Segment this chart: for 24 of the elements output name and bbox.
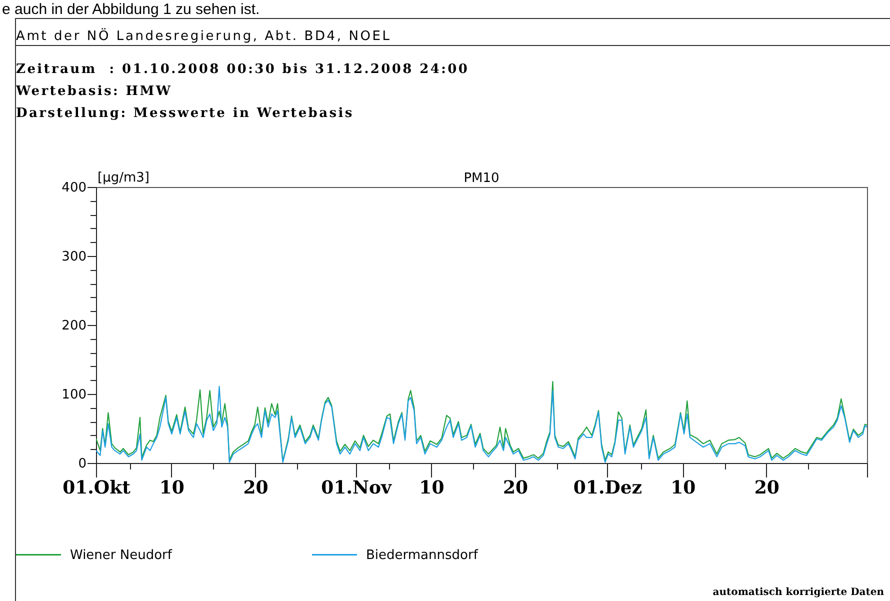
y-tick-label: 100 xyxy=(62,388,86,402)
legend-label: Wiener Neudorf xyxy=(70,548,172,563)
x-tick-label: 10 xyxy=(419,478,444,498)
x-tick-label: 10 xyxy=(670,478,696,498)
x-tick-label: 01.Okt xyxy=(62,478,132,498)
y-tick-label: 0 xyxy=(78,456,86,472)
y-tick-label: 400 xyxy=(62,180,86,196)
text: automatisch korrigierte Daten xyxy=(712,587,884,598)
x-tick-label: 01.Dez xyxy=(573,478,642,498)
x-tick-label: 20 xyxy=(243,478,268,498)
y-axis-title: [μg/m3] xyxy=(98,170,150,186)
x-tick-label: 01.Nov xyxy=(321,478,392,498)
text: Darstellung: Messwerte in Wertebasis xyxy=(16,106,354,121)
text: e auch in der Abbildung 1 zu sehen ist. xyxy=(2,1,260,18)
text: Amt der NÖ Landesregierung, Abt. BD4, NOEL xyxy=(16,29,392,44)
x-tick-label: 20 xyxy=(754,478,780,498)
text: Wertebasis: HMW xyxy=(16,84,172,99)
x-tick-label: 10 xyxy=(159,478,184,498)
y-tick-label: 300 xyxy=(62,250,86,264)
legend-label: Biedermannsdorf xyxy=(366,548,478,563)
text: Zeitraum : 01.10.2008 00:30 bis 31.12.2008 24:00 xyxy=(16,62,470,77)
chart-title: PM10 xyxy=(464,171,500,186)
x-tick-label: 20 xyxy=(502,478,528,498)
y-tick-label: 200 xyxy=(62,318,86,334)
